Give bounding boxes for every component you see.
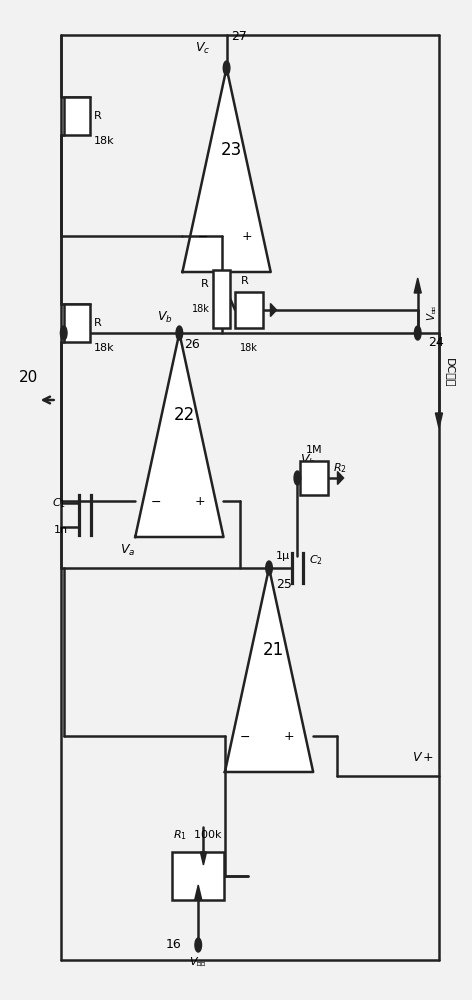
Text: $V+$: $V+$ [412, 751, 434, 764]
Bar [64, 97, 90, 135]
Polygon shape [194, 885, 202, 900]
Text: R: R [93, 318, 101, 328]
Text: $V_{输入}$: $V_{输入}$ [189, 955, 207, 969]
Circle shape [294, 471, 301, 485]
Text: $V_{输出}$: $V_{输出}$ [426, 305, 439, 321]
Text: R: R [201, 279, 209, 289]
Text: 22: 22 [173, 406, 195, 424]
Text: $C_2$: $C_2$ [309, 553, 323, 567]
Text: $V_b$: $V_b$ [157, 310, 172, 325]
Polygon shape [182, 68, 271, 272]
Circle shape [414, 326, 421, 340]
Text: $C_1$: $C_1$ [52, 496, 66, 510]
Polygon shape [200, 852, 207, 865]
Polygon shape [225, 568, 313, 772]
Polygon shape [337, 472, 344, 484]
Text: 25: 25 [276, 578, 292, 591]
Bar [64, 304, 90, 342]
Text: 20: 20 [19, 370, 38, 385]
Text: DC反馈: DC反馈 [445, 358, 455, 388]
Circle shape [223, 61, 230, 75]
Bar [213, 270, 230, 328]
Text: 27: 27 [231, 30, 247, 43]
Text: $R_2$: $R_2$ [333, 461, 346, 475]
Circle shape [176, 326, 183, 340]
Text: 23: 23 [220, 141, 242, 159]
Text: 1n: 1n [53, 525, 67, 535]
Circle shape [60, 326, 67, 340]
Text: 26: 26 [184, 338, 200, 351]
Polygon shape [436, 413, 443, 428]
Bar [235, 292, 263, 328]
Text: 18k: 18k [93, 343, 114, 353]
Polygon shape [270, 304, 277, 316]
Polygon shape [414, 278, 421, 293]
Text: 18k: 18k [93, 136, 114, 146]
Text: 21: 21 [263, 641, 285, 659]
Text: $R_1$  100k: $R_1$ 100k [173, 828, 223, 842]
Polygon shape [135, 333, 224, 537]
Text: $V_a$: $V_a$ [120, 543, 135, 558]
Text: $-$: $-$ [197, 230, 208, 243]
Text: 1μ: 1μ [276, 551, 290, 561]
Text: $+$: $+$ [283, 730, 295, 743]
Text: 18k: 18k [192, 304, 210, 314]
Text: $-$: $-$ [150, 495, 160, 508]
Circle shape [195, 938, 202, 952]
Text: $V_c$: $V_c$ [195, 41, 210, 56]
Text: 1M: 1M [305, 445, 322, 455]
Text: $V_b$: $V_b$ [300, 453, 315, 468]
Text: 24: 24 [428, 336, 444, 349]
Text: R: R [241, 276, 248, 286]
Text: R: R [93, 111, 101, 121]
Text: $+$: $+$ [241, 230, 252, 243]
Circle shape [266, 561, 272, 575]
Bar [300, 461, 328, 495]
Text: $+$: $+$ [194, 495, 205, 508]
Text: 16: 16 [166, 938, 182, 952]
Text: $-$: $-$ [239, 730, 250, 743]
Bar [172, 852, 224, 900]
Text: 18k: 18k [240, 343, 258, 353]
